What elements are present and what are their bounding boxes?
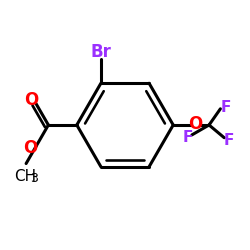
- Text: F: F: [183, 130, 194, 145]
- Text: 3: 3: [30, 172, 38, 186]
- Text: F: F: [224, 133, 234, 148]
- Text: CH: CH: [14, 169, 36, 184]
- Text: Br: Br: [90, 43, 111, 61]
- Text: O: O: [188, 115, 202, 133]
- Text: O: O: [23, 139, 37, 157]
- Text: F: F: [221, 100, 231, 115]
- Text: O: O: [24, 91, 38, 109]
